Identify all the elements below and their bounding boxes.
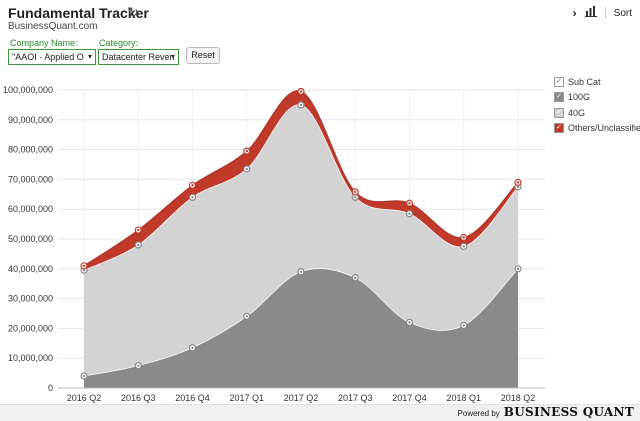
data-point-center (245, 149, 248, 153)
refresh-icon[interactable]: ↻ (127, 4, 139, 20)
data-point-center (516, 267, 520, 270)
sort-button[interactable]: Sort (613, 7, 632, 19)
y-tick-label: 20,000,000 (8, 323, 53, 333)
y-tick-label: 10,000,000 (8, 353, 53, 363)
dropdown-arrow-icon: ▾ (87, 52, 92, 61)
checkbox-icon: ✓ (554, 107, 564, 118)
page-title: Fundamental Tracker (8, 5, 149, 21)
site-name: BusinessQuant.com (8, 21, 98, 32)
data-point-center (191, 346, 194, 349)
data-point-center (191, 196, 194, 199)
data-point-center (408, 212, 411, 215)
legend-label: Sub Cat (568, 76, 601, 87)
data-point-center (82, 269, 86, 272)
dropdown-arrow-icon: ▾ (170, 52, 175, 61)
y-tick-label: 60,000,000 (8, 204, 53, 214)
reset-button[interactable]: Reset (186, 47, 220, 64)
legend-label: Others/Unclassified (568, 123, 640, 134)
data-point-center (245, 167, 248, 171)
series-line-40g (83, 104, 519, 271)
data-point-center (137, 243, 140, 247)
y-tick-label: 40,000,000 (8, 264, 53, 274)
legend-item-others[interactable]: ✓ Others/Unclassified (554, 121, 640, 137)
category-label: Category: (99, 38, 139, 48)
data-point-center (408, 321, 411, 324)
data-point-center (354, 190, 357, 194)
area-100g (84, 268, 518, 388)
data-point-center (516, 181, 520, 184)
bar-chart-icon[interactable] (584, 6, 597, 20)
powered-by: Powered by BUSINESS QUANT (458, 405, 634, 419)
legend-item-100g[interactable]: ✓ 100G (554, 90, 640, 106)
chart-legend: ✓ Sub Cat ✓ 100G ✓ 40G ✓ Others/Unclassi… (554, 74, 640, 136)
checkbox-icon: ✓ (554, 123, 564, 134)
data-point-center (82, 264, 86, 268)
y-tick-label: 70,000,000 (8, 174, 53, 184)
data-point-center (82, 374, 86, 378)
area-40g (84, 104, 518, 389)
y-tick-label: 80,000,000 (8, 145, 53, 155)
data-point-center (462, 324, 465, 327)
legend-label: 100G (568, 92, 591, 103)
data-point-center (516, 185, 520, 189)
chevron-right-icon[interactable]: › (572, 6, 577, 20)
category-value: Datacenter Reven (102, 52, 175, 62)
data-point-center (137, 228, 140, 232)
legend-label: 40G (568, 107, 586, 118)
data-point-center (245, 315, 248, 318)
y-tick-label: 50,000,000 (8, 234, 53, 244)
x-tick-label: 2016 Q3 (121, 393, 156, 403)
category-select[interactable]: Datacenter Reven ▾ (98, 49, 179, 65)
brand-logo: BUSINESS QUANT (503, 405, 634, 419)
data-point-center (299, 270, 303, 273)
y-tick-label: 90,000,000 (8, 115, 53, 125)
legend-item-40g[interactable]: ✓ 40G (554, 105, 640, 121)
data-point-center (137, 364, 140, 367)
toolbar-divider (604, 7, 606, 19)
powered-by-label: Powered by (457, 409, 500, 418)
x-tick-label: 2018 Q1 (446, 393, 481, 403)
data-point-center (299, 90, 303, 93)
x-tick-label: 2016 Q2 (67, 393, 102, 403)
x-tick-label: 2016 Q4 (175, 393, 210, 403)
x-tick-label: 2017 Q3 (338, 393, 373, 403)
checkbox-icon: ✓ (554, 76, 564, 87)
x-tick-label: 2018 Q2 (501, 393, 536, 403)
y-tick-label: 100,000,000 (3, 85, 53, 95)
data-point-center (408, 202, 411, 205)
data-point-center (191, 184, 194, 187)
top-toolbar: › Sort (573, 6, 632, 20)
x-tick-label: 2017 Q2 (284, 393, 319, 403)
company-name-select[interactable]: "AAOI - Applied O ▾ (8, 49, 96, 65)
y-tick-label: 0 (48, 383, 53, 393)
y-tick-label: 30,000,000 (8, 294, 53, 304)
legend-item-sub-cat[interactable]: ✓ Sub Cat (554, 74, 640, 90)
company-name-value: "AAOI - Applied O (12, 52, 84, 62)
data-point-center (354, 196, 357, 199)
data-point-center (299, 103, 303, 107)
x-tick-label: 2017 Q4 (392, 393, 427, 403)
data-point-center (462, 236, 465, 239)
checkbox-icon: ✓ (554, 92, 564, 103)
data-point-center (462, 245, 465, 248)
x-tick-label: 2017 Q1 (229, 393, 264, 403)
data-point-center (354, 276, 357, 279)
company-name-label: Company Name: (10, 38, 78, 48)
footer-bar (0, 404, 640, 421)
